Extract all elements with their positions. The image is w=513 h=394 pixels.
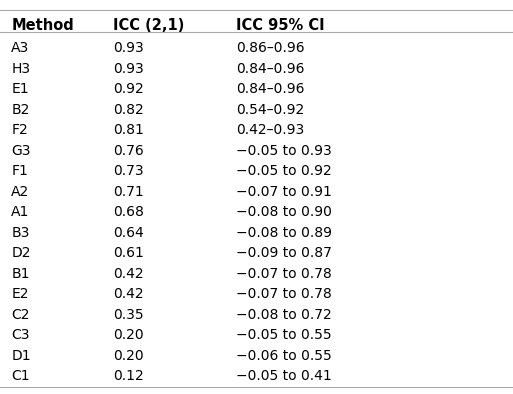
Text: −0.06 to 0.55: −0.06 to 0.55 <box>236 349 332 363</box>
Text: 0.84–0.96: 0.84–0.96 <box>236 62 305 76</box>
Text: E2: E2 <box>11 287 29 301</box>
Text: −0.08 to 0.89: −0.08 to 0.89 <box>236 226 332 240</box>
Text: −0.05 to 0.55: −0.05 to 0.55 <box>236 328 331 342</box>
Text: C1: C1 <box>11 369 30 383</box>
Text: 0.42: 0.42 <box>113 287 144 301</box>
Text: 0.20: 0.20 <box>113 328 144 342</box>
Text: 0.12: 0.12 <box>113 369 144 383</box>
Text: 0.81: 0.81 <box>113 123 144 138</box>
Text: A1: A1 <box>11 205 30 219</box>
Text: 0.71: 0.71 <box>113 185 144 199</box>
Text: 0.93: 0.93 <box>113 41 144 56</box>
Text: A2: A2 <box>11 185 30 199</box>
Text: −0.08 to 0.90: −0.08 to 0.90 <box>236 205 332 219</box>
Text: −0.07 to 0.78: −0.07 to 0.78 <box>236 287 332 301</box>
Text: −0.09 to 0.87: −0.09 to 0.87 <box>236 246 332 260</box>
Text: ICC 95% CI: ICC 95% CI <box>236 18 325 33</box>
Text: 0.64: 0.64 <box>113 226 144 240</box>
Text: 0.93: 0.93 <box>113 62 144 76</box>
Text: D2: D2 <box>11 246 31 260</box>
Text: −0.08 to 0.72: −0.08 to 0.72 <box>236 308 332 322</box>
Text: C3: C3 <box>11 328 30 342</box>
Text: G3: G3 <box>11 144 31 158</box>
Text: 0.82: 0.82 <box>113 103 144 117</box>
Text: B1: B1 <box>11 267 30 281</box>
Text: ICC (2,1): ICC (2,1) <box>113 18 184 33</box>
Text: C2: C2 <box>11 308 30 322</box>
Text: D1: D1 <box>11 349 31 363</box>
Text: −0.07 to 0.78: −0.07 to 0.78 <box>236 267 332 281</box>
Text: 0.42–0.93: 0.42–0.93 <box>236 123 304 138</box>
Text: B3: B3 <box>11 226 30 240</box>
Text: 0.92: 0.92 <box>113 82 144 97</box>
Text: 0.68: 0.68 <box>113 205 144 219</box>
Text: 0.42: 0.42 <box>113 267 144 281</box>
Text: −0.05 to 0.41: −0.05 to 0.41 <box>236 369 332 383</box>
Text: 0.54–0.92: 0.54–0.92 <box>236 103 304 117</box>
Text: 0.35: 0.35 <box>113 308 144 322</box>
Text: H3: H3 <box>11 62 30 76</box>
Text: −0.05 to 0.93: −0.05 to 0.93 <box>236 144 332 158</box>
Text: B2: B2 <box>11 103 30 117</box>
Text: −0.05 to 0.92: −0.05 to 0.92 <box>236 164 332 178</box>
Text: 0.86–0.96: 0.86–0.96 <box>236 41 305 56</box>
Text: F2: F2 <box>11 123 28 138</box>
Text: 0.84–0.96: 0.84–0.96 <box>236 82 305 97</box>
Text: Method: Method <box>11 18 74 33</box>
Text: 0.61: 0.61 <box>113 246 144 260</box>
Text: A3: A3 <box>11 41 30 56</box>
Text: 0.73: 0.73 <box>113 164 144 178</box>
Text: F1: F1 <box>11 164 28 178</box>
Text: E1: E1 <box>11 82 29 97</box>
Text: −0.07 to 0.91: −0.07 to 0.91 <box>236 185 332 199</box>
Text: 0.76: 0.76 <box>113 144 144 158</box>
Text: 0.20: 0.20 <box>113 349 144 363</box>
